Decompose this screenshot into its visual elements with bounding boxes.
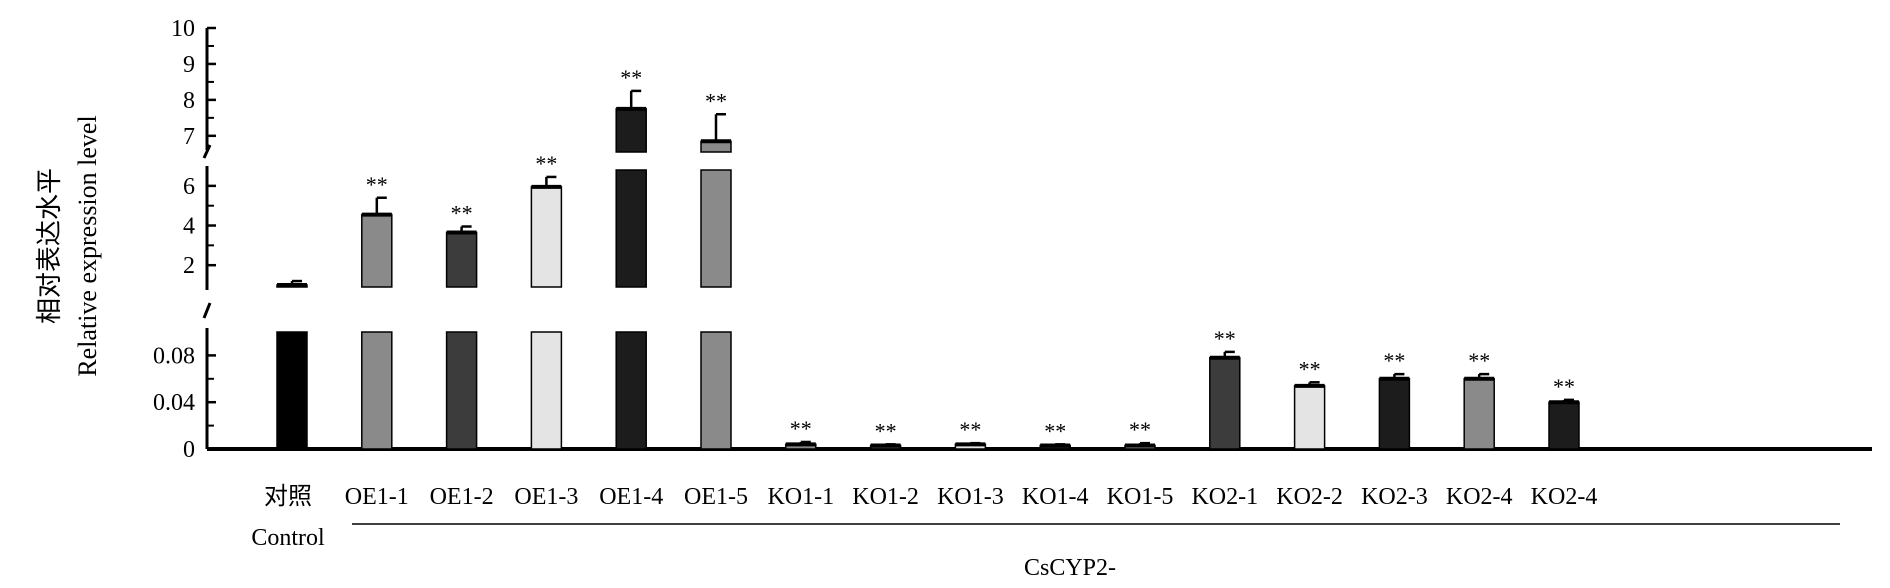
x-tick-label: KO2-2 [1276,484,1343,510]
bar [700,331,732,450]
bar-upper-part [445,231,478,288]
significance-mark: ** [451,201,473,226]
x-tick-label: KO1-5 [1107,484,1174,510]
significance-mark: ** [875,418,897,443]
bar [1378,378,1411,450]
significance-mark: ** [959,417,981,442]
bar-group: ** [1378,348,1411,450]
y-axis-label-en: Relative expression level [73,115,102,376]
bar-group: ** [700,88,732,450]
y-tick-label: 10 [171,16,195,42]
x-tick-label: KO1-2 [852,484,919,510]
y-tick-label: 0.08 [153,343,195,369]
bar-upper-part [700,169,732,288]
y-tick-label: 4 [183,214,195,240]
bar-group [276,279,308,450]
x-tick-label: KO1-1 [767,484,834,510]
bar-group: ** [1548,374,1580,450]
bar-group: ** [445,201,478,450]
axes: 0 0.04 0.08 2 4 6 7 8 9 10 [153,16,1872,463]
bar [445,331,478,450]
bar-group: ** [530,151,563,450]
bar-upper-part [530,186,563,288]
bar-upper-part [615,169,647,288]
x-tick-label: KO2-4 [1446,484,1513,510]
significance-mark: ** [1129,417,1151,442]
y-tick-label: 2 [183,253,195,279]
bar-group: ** [785,416,817,450]
control-sub-label: Control [251,525,325,551]
bar-group: ** [869,418,902,450]
x-tick-label: OE1-1 [345,484,409,510]
x-tick-label: 对照 [264,483,312,510]
significance-mark: ** [535,151,557,176]
x-tick-label: KO2-1 [1191,484,1258,510]
y-tick-label: 6 [183,174,195,200]
bar [276,331,308,450]
bar [361,331,393,450]
bar-group: ** [615,65,647,450]
bar-group: ** [1293,356,1326,450]
significance-mark: ** [1044,418,1066,443]
significance-mark: ** [1468,348,1490,373]
x-tick-label: OE1-5 [684,484,748,510]
bar [1463,378,1495,450]
significance-mark: ** [1383,348,1405,373]
bar-upper-part [361,213,393,288]
y-tick-label: 7 [183,124,195,150]
axis-break-mark [202,302,212,319]
significance-mark: ** [620,65,642,90]
y-tick-label: 8 [183,88,195,114]
category-labels: 对照 OE1-1 OE1-2 OE1-3 OE1-4 OE1-5 KO1-1 KO1-2 KO1… [264,483,1597,510]
bar-group: ** [1209,326,1241,450]
bar-top-part [615,108,647,153]
y-tick-label: 9 [183,52,195,78]
bars: ** ** ** ** ** ** ** ** ** ** ** ** ** ** ** [276,65,1580,450]
bar-group: ** [1039,418,1071,450]
axis-break-mark [202,144,212,159]
significance-mark: ** [705,88,727,113]
x-tick-label: OE1-2 [430,484,494,510]
significance-mark: ** [1553,374,1575,399]
y-axis-label-cn: 相对表达水平 [35,168,64,324]
significance-mark: ** [1299,356,1321,381]
x-tick-label: KO2-4 [1531,484,1598,510]
y-axis-title: 相对表达水平 Relative expression level [35,115,102,376]
significance-mark: ** [790,416,812,441]
x-tick-label: KO1-4 [1022,484,1089,510]
y-tick-label: 0.04 [153,390,195,416]
bar [615,331,647,450]
bar [1293,385,1326,450]
x-tick-label: OE1-4 [599,484,663,510]
x-tick-label: KO2-3 [1361,484,1428,510]
bar-group: ** [954,417,987,450]
group-label: CsCYP2- [1024,555,1116,581]
y-tick-label: 0 [183,437,195,463]
bar-group: ** [361,172,393,450]
bar-group: ** [1124,417,1156,450]
bar [1548,401,1580,450]
significance-mark: ** [1214,326,1236,351]
bar [530,331,563,450]
bar-group: ** [1463,348,1495,450]
x-tick-label: KO1-3 [937,484,1004,510]
bar [1209,356,1241,450]
x-tick-label: OE1-3 [514,484,578,510]
significance-mark: ** [366,172,388,197]
